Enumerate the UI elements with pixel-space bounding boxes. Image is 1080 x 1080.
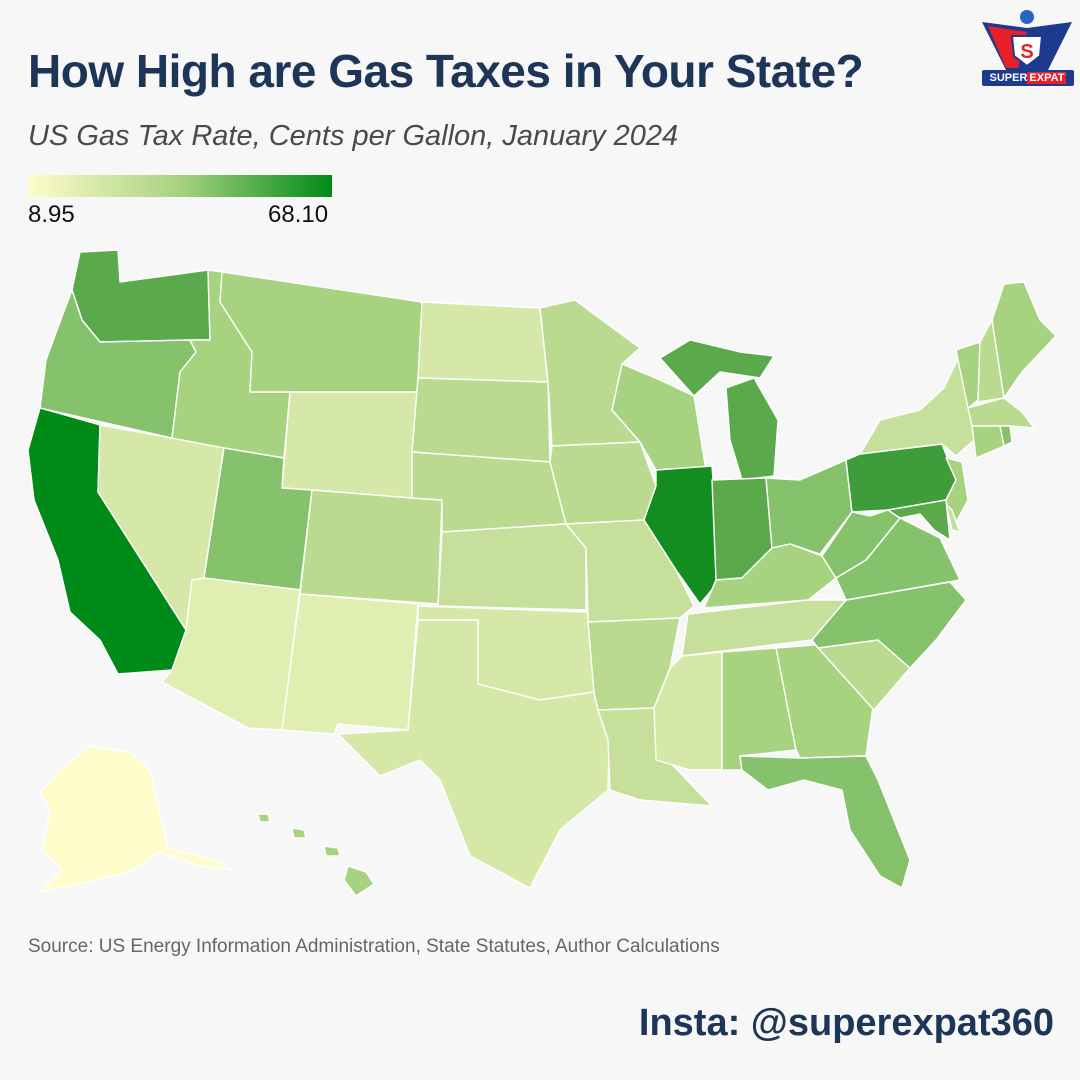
state-maine[interactable]: [991, 281, 1057, 399]
page-title: How High are Gas Taxes in Your State?: [28, 45, 864, 97]
state-hawaii-maui[interactable]: [323, 845, 341, 857]
state-connecticut[interactable]: [971, 425, 1005, 459]
state-washington[interactable]: [71, 249, 211, 343]
state-hawaii-oahu[interactable]: [291, 827, 307, 839]
state-michigan-upper[interactable]: [659, 339, 775, 397]
logo-word-expat: EXPAT: [1027, 72, 1067, 84]
state-delaware[interactable]: [945, 503, 961, 533]
state-montana[interactable]: [219, 271, 423, 393]
logo-word-super: SUPER: [989, 72, 1028, 84]
state-north-dakota[interactable]: [417, 301, 549, 383]
source-note: Source: US Energy Information Administra…: [28, 936, 720, 957]
state-texas[interactable]: [337, 619, 611, 889]
legend-gradient-bar: [28, 175, 332, 197]
state-south-dakota[interactable]: [411, 377, 551, 463]
us-gas-tax-map: [27, 249, 1057, 897]
state-colorado[interactable]: [299, 489, 443, 605]
state-kansas[interactable]: [437, 523, 587, 611]
state-maryland[interactable]: [887, 499, 951, 541]
state-rhode-island[interactable]: [999, 425, 1013, 447]
state-hawaii-big-island[interactable]: [343, 865, 375, 897]
state-new-york[interactable]: [859, 349, 975, 457]
state-florida[interactable]: [739, 755, 911, 889]
state-wyoming[interactable]: [281, 391, 421, 499]
state-hawaii-kauai[interactable]: [257, 813, 271, 823]
instagram-handle[interactable]: Insta: @superexpat360: [638, 1002, 1054, 1044]
legend-min-label: 8.95: [28, 201, 75, 228]
legend-max-label: 68.10: [268, 201, 329, 228]
superexpat-logo: S: [982, 10, 1072, 70]
svg-text:S: S: [1020, 41, 1033, 63]
page-subtitle: US Gas Tax Rate, Cents per Gallon, Janua…: [28, 120, 679, 152]
state-iowa[interactable]: [549, 441, 657, 525]
state-michigan[interactable]: [725, 377, 779, 481]
logo-wordmark: SUPER EXPAT: [982, 70, 1074, 86]
state-new-mexico[interactable]: [281, 593, 419, 735]
state-alaska[interactable]: [39, 745, 233, 893]
